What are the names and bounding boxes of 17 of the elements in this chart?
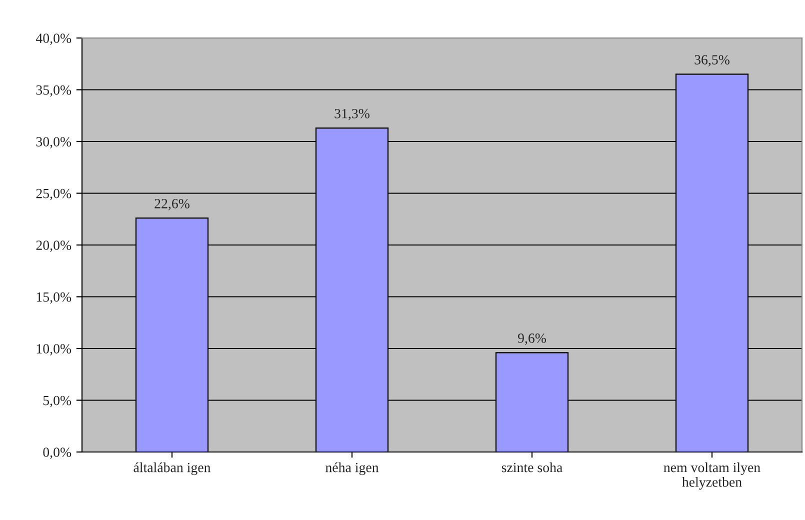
data-label: 31,3% <box>334 108 370 120</box>
y-tick-label: 10,0% <box>36 344 72 356</box>
data-label: 36,5% <box>694 55 730 66</box>
x-tick-label: nem voltam ilyen helyzetben <box>664 462 760 490</box>
x-tick-label: általában igen <box>134 462 211 476</box>
y-tick-label: 0,0% <box>43 448 72 459</box>
y-tick-label: 20,0% <box>36 240 72 252</box>
x-tick-label: néha igen <box>326 462 379 476</box>
y-tick-label: 15,0% <box>36 292 72 304</box>
y-tick-label: 30,0% <box>36 137 72 148</box>
y-tick-label: 25,0% <box>36 188 72 200</box>
x-tick-label: szinte soha <box>502 462 562 472</box>
data-label: 22,6% <box>154 198 190 210</box>
y-tick-label: 35,0% <box>36 85 72 97</box>
data-label: 9,6% <box>518 334 546 345</box>
y-tick-label: 40,0% <box>36 34 72 45</box>
y-tick-label: 5,0% <box>43 396 72 408</box>
